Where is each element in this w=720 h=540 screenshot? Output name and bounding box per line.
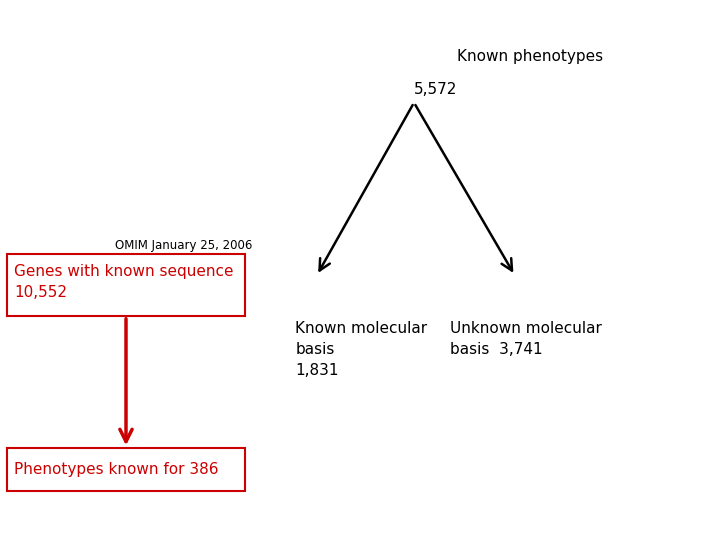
Text: Phenotypes known for 386: Phenotypes known for 386 [14,462,219,477]
Text: Genes with known sequence
10,552: Genes with known sequence 10,552 [14,264,234,300]
Bar [7,448,245,491]
Text: OMIM January 25, 2006: OMIM January 25, 2006 [115,239,252,252]
Text: Known molecular
basis
1,831: Known molecular basis 1,831 [295,321,428,379]
Text: Known phenotypes: Known phenotypes [457,49,603,64]
Bar [7,254,245,316]
Text: Unknown molecular
basis  3,741: Unknown molecular basis 3,741 [450,321,602,357]
Text: 5,572: 5,572 [414,82,457,97]
